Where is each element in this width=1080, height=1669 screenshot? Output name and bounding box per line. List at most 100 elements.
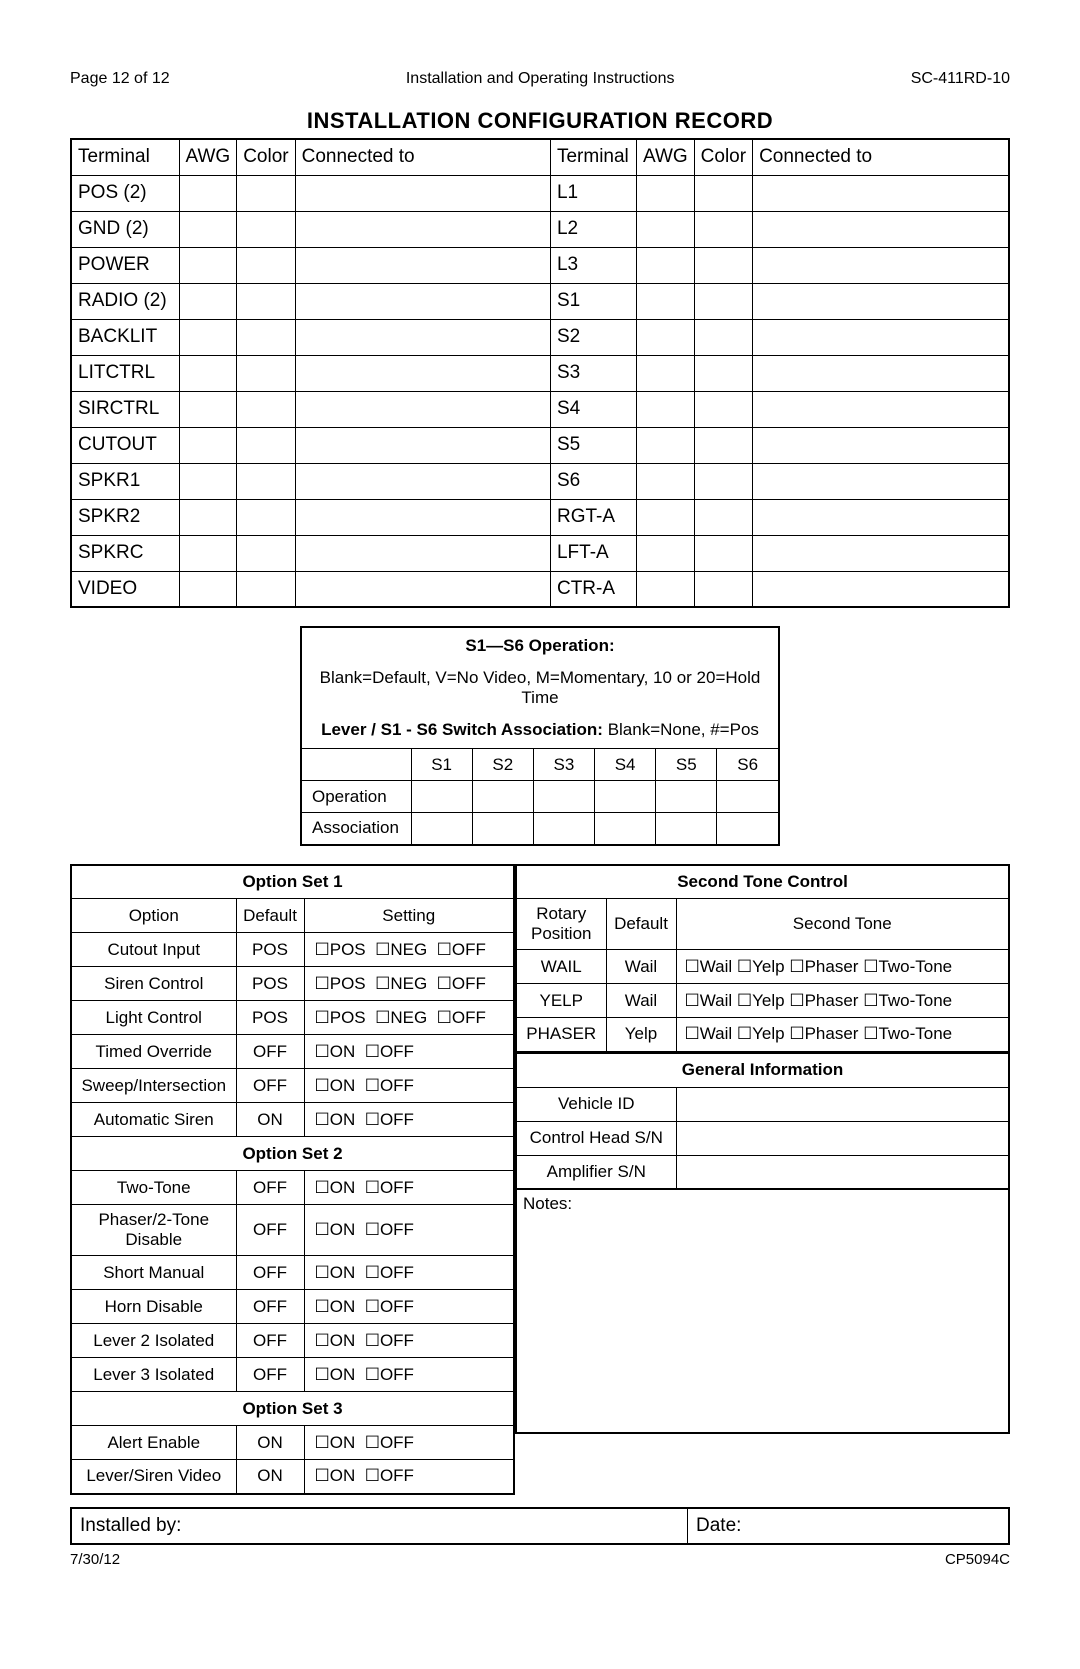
option-setting-cell[interactable]: ☐ON ☐OFF [304,1171,514,1205]
terminal-cell[interactable] [636,427,694,463]
terminal-cell[interactable] [237,319,295,355]
s1s6-cell[interactable] [472,813,533,845]
s1s6-cell[interactable] [656,781,717,813]
terminal-cell[interactable] [636,571,694,607]
terminal-cell[interactable] [694,175,752,211]
s1s6-cell[interactable] [717,813,779,845]
option-setting-cell[interactable]: ☐ON ☐OFF [304,1205,514,1256]
terminal-cell[interactable] [753,571,1009,607]
s1s6-cell[interactable] [595,781,656,813]
terminal-cell[interactable] [295,211,550,247]
terminal-cell[interactable] [237,427,295,463]
terminal-cell[interactable] [694,535,752,571]
terminal-cell[interactable] [295,319,550,355]
s1s6-cell[interactable] [472,781,533,813]
terminal-cell[interactable] [753,319,1009,355]
terminal-cell[interactable] [179,391,237,427]
terminal-cell[interactable] [179,211,237,247]
option-setting-cell[interactable]: ☐ON ☐OFF [304,1358,514,1392]
terminal-cell[interactable] [694,355,752,391]
tone-select[interactable]: ☐Wail ☐Yelp ☐Phaser ☐Two-Tone [676,1018,1009,1052]
terminal-cell[interactable] [694,211,752,247]
option-setting-cell[interactable]: ☐ON ☐OFF [304,1290,514,1324]
installed-by[interactable]: Installed by: [72,1509,688,1543]
terminal-cell[interactable] [753,283,1009,319]
terminal-cell[interactable] [237,211,295,247]
terminal-cell[interactable] [636,535,694,571]
s1s6-cell[interactable] [411,813,472,845]
s1s6-cell[interactable] [411,781,472,813]
terminal-cell[interactable] [237,391,295,427]
tone-select[interactable]: ☐Wail ☐Yelp ☐Phaser ☐Two-Tone [676,984,1009,1018]
terminal-cell[interactable] [753,535,1009,571]
terminal-cell[interactable] [179,247,237,283]
terminal-cell[interactable] [295,535,550,571]
terminal-cell[interactable] [295,355,550,391]
terminal-cell[interactable] [295,247,550,283]
terminal-cell[interactable] [295,391,550,427]
terminal-cell[interactable] [179,355,237,391]
s1s6-cell[interactable] [533,813,594,845]
terminal-cell[interactable] [694,499,752,535]
option-setting-cell[interactable]: ☐POS ☐NEG ☐OFF [304,933,514,967]
terminal-cell[interactable] [636,355,694,391]
terminal-cell[interactable] [636,499,694,535]
notes-box[interactable]: Notes: [515,1190,1010,1434]
terminal-cell[interactable] [753,499,1009,535]
option-setting-cell[interactable]: ☐ON ☐OFF [304,1426,514,1460]
option-setting-cell[interactable]: ☐ON ☐OFF [304,1069,514,1103]
geninfo-value[interactable] [676,1121,1009,1155]
option-setting-cell[interactable]: ☐ON ☐OFF [304,1324,514,1358]
terminal-cell[interactable] [753,175,1009,211]
terminal-cell[interactable] [179,319,237,355]
terminal-cell[interactable] [694,247,752,283]
terminal-cell[interactable] [694,319,752,355]
option-setting-cell[interactable]: ☐POS ☐NEG ☐OFF [304,1001,514,1035]
option-setting-cell[interactable]: ☐ON ☐OFF [304,1256,514,1290]
terminal-cell[interactable] [179,535,237,571]
terminal-cell[interactable] [237,355,295,391]
s1s6-cell[interactable] [717,781,779,813]
terminal-cell[interactable] [179,427,237,463]
option-setting-cell[interactable]: ☐ON ☐OFF [304,1460,514,1494]
terminal-cell[interactable] [237,283,295,319]
geninfo-value[interactable] [676,1155,1009,1189]
terminal-cell[interactable] [753,355,1009,391]
s1s6-cell[interactable] [656,813,717,845]
terminal-cell[interactable] [295,175,550,211]
option-setting-cell[interactable]: ☐ON ☐OFF [304,1103,514,1137]
terminal-cell[interactable] [179,463,237,499]
terminal-cell[interactable] [636,247,694,283]
terminal-cell[interactable] [636,391,694,427]
terminal-cell[interactable] [237,571,295,607]
terminal-cell[interactable] [237,499,295,535]
terminal-cell[interactable] [237,175,295,211]
terminal-cell[interactable] [753,211,1009,247]
s1s6-cell[interactable] [533,781,594,813]
terminal-cell[interactable] [753,391,1009,427]
option-setting-cell[interactable]: ☐ON ☐OFF [304,1035,514,1069]
terminal-cell[interactable] [636,463,694,499]
terminal-cell[interactable] [636,175,694,211]
terminal-cell[interactable] [694,427,752,463]
terminal-cell[interactable] [179,499,237,535]
terminal-cell[interactable] [694,391,752,427]
installed-date[interactable]: Date: [688,1509,1008,1543]
terminal-cell[interactable] [179,571,237,607]
terminal-cell[interactable] [636,211,694,247]
terminal-cell[interactable] [179,175,237,211]
option-setting-cell[interactable]: ☐POS ☐NEG ☐OFF [304,967,514,1001]
terminal-cell[interactable] [295,427,550,463]
terminal-cell[interactable] [237,463,295,499]
tone-select[interactable]: ☐Wail ☐Yelp ☐Phaser ☐Two-Tone [676,950,1009,984]
terminal-cell[interactable] [636,283,694,319]
terminal-cell[interactable] [694,463,752,499]
terminal-cell[interactable] [295,283,550,319]
terminal-cell[interactable] [753,247,1009,283]
terminal-cell[interactable] [295,499,550,535]
terminal-cell[interactable] [295,571,550,607]
terminal-cell[interactable] [753,427,1009,463]
terminal-cell[interactable] [636,319,694,355]
terminal-cell[interactable] [753,463,1009,499]
geninfo-value[interactable] [676,1087,1009,1121]
